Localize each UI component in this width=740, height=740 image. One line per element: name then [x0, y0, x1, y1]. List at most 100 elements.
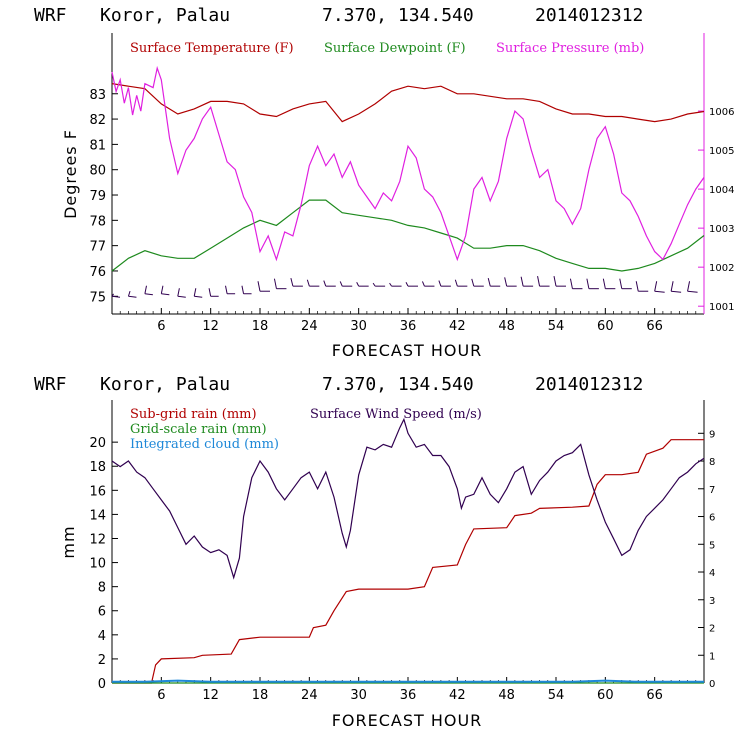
series-line-sub-grid-rain-mm: [112, 439, 704, 684]
wind-barb: [225, 285, 236, 295]
chart2-y2-tick-label: 2: [709, 624, 715, 635]
wind-barb: [111, 293, 121, 298]
wind-barb: [687, 281, 698, 293]
wind-barb: [619, 278, 632, 290]
legend-subgrid-rain: Sub-grid rain (mm): [130, 407, 257, 422]
wind-barb: [306, 279, 320, 287]
chart2-x-tick-label: 24: [301, 688, 318, 703]
chart2-ylabel: mm: [59, 525, 78, 558]
chart-temperature-dewpoint-pressure: 6 12 18 24 30 36 42 48 54 60 66 75 76 77 78 79 80 81 82 83 1…: [89, 33, 734, 334]
chart1-x-tick-label: 54: [548, 319, 565, 334]
chart-rain-cloud-wind: 6 12 18 24 30 36 42 48 54 60 660246810121416182001…: [89, 400, 715, 703]
chart1-x-tick-label: 18: [252, 319, 269, 334]
chart2-y-tick-label: 18: [89, 460, 106, 475]
wind-barb: [654, 281, 665, 293]
chart2-y2-tick-label: 9: [709, 429, 715, 440]
chart1-y-tick-label: 83: [89, 88, 106, 103]
chart2-y2-tick-label: 5: [709, 540, 715, 551]
wind-barb: [372, 282, 386, 287]
wind-barb: [144, 285, 153, 296]
wind-barb: [127, 290, 137, 298]
series-line-surface-wind-speed-m-s: [111, 417, 705, 580]
chart1-x-tick-label: 24: [301, 319, 318, 334]
chart1-y-tick-label: 82: [89, 113, 106, 128]
chart2-y2-tick-label: 3: [709, 596, 715, 607]
wind-barb: [273, 278, 287, 290]
chart2-y-tick-label: 16: [89, 484, 106, 499]
wind-barb: [339, 281, 353, 287]
chart2-x-tick-label: 54: [548, 688, 565, 703]
chart2-x-tick-label: 36: [400, 688, 417, 703]
chart1-x-tick-label: 6: [157, 319, 165, 334]
chart2-y-tick-label: 10: [89, 557, 106, 572]
wind-barb: [487, 278, 501, 287]
chart1-x-tick-label: 36: [400, 319, 417, 334]
chart2-x-tick-label: 48: [498, 688, 515, 703]
wind-barb: [471, 278, 484, 287]
chart1-y2-tick-label: 1002: [709, 263, 734, 274]
chart2-y-tick-label: 6: [98, 605, 106, 620]
wind-barb: [454, 279, 468, 287]
wind-barb: [635, 281, 649, 292]
series-line-surface-dewpoint-f: [111, 199, 705, 272]
header-coords: 7.370, 134.540: [322, 5, 474, 26]
chart2-y-tick-label: 20: [89, 436, 106, 451]
series-line-surface-pressure-mb: [111, 65, 705, 262]
chart2-y2-tick-label: 7: [709, 485, 715, 496]
header2-init: 2014012312: [535, 374, 643, 395]
legend-dewpoint: Surface Dewpoint (F): [324, 41, 466, 56]
chart2-x-tick-label: 66: [646, 688, 663, 703]
chart1-ylabel: Degrees F: [61, 129, 80, 219]
header2-model: WRF: [34, 374, 67, 395]
chart1-y-tick-label: 80: [89, 164, 106, 179]
wind-barb: [356, 282, 369, 287]
chart2-xlabel: FORECAST HOUR: [332, 711, 483, 730]
wind-barb: [323, 280, 336, 287]
wind-barb: [504, 277, 517, 287]
wind-barb: [421, 281, 435, 287]
wind-barb: [553, 276, 566, 287]
chart2-x-tick-label: 12: [202, 688, 219, 703]
header-model: WRF: [34, 5, 67, 26]
chart2-y2-tick-label: 6: [709, 513, 715, 524]
legend-wind-speed: Surface Wind Speed (m/s): [310, 407, 482, 422]
chart2-y2-tick-label: 8: [709, 457, 715, 468]
chart2-y-tick-label: 0: [98, 677, 106, 692]
chart1-xlabel: FORECAST HOUR: [332, 341, 483, 360]
chart2-x-tick-label: 60: [597, 688, 614, 703]
chart1-x-tick-label: 30: [350, 319, 367, 334]
chart2-x-tick-label: 6: [157, 688, 165, 703]
legend-temperature: Surface Temperature (F): [130, 41, 294, 56]
chart1-y2-tick-label: 1006: [709, 107, 734, 118]
chart2-y-tick-label: 4: [98, 629, 106, 644]
wind-barb: [177, 288, 186, 298]
wind-barb: [193, 288, 203, 298]
chart1-y-tick-label: 76: [89, 265, 106, 280]
legend-integrated-cloud: Integrated cloud (mm): [130, 437, 279, 452]
chart1-y-tick-label: 81: [89, 138, 106, 153]
legend-pressure: Surface Pressure (mb): [496, 41, 644, 56]
series-line-integrated-cloud-mm: [112, 679, 704, 683]
chart2-y2-tick-label: 4: [709, 568, 715, 579]
wind-barb: [569, 278, 583, 290]
chart1-y2-tick-label: 1003: [709, 224, 734, 235]
chart1-x-tick-label: 12: [202, 319, 219, 334]
chart1-y-tick-label: 78: [89, 214, 106, 229]
wind-barb: [438, 280, 451, 287]
wind-barb: [208, 288, 219, 297]
wind-barb: [405, 282, 418, 287]
chart1-x-tick-label: 60: [597, 319, 614, 334]
wind-barb: [520, 276, 534, 287]
chart1-y-tick-label: 77: [89, 240, 106, 255]
series-line-surface-temperature-f: [111, 83, 705, 123]
chart1-y-tick-label: 75: [89, 290, 106, 305]
chart1-y2-tick-label: 1001: [709, 302, 734, 313]
header2-coords: 7.370, 134.540: [322, 374, 474, 395]
chart2-y-tick-label: 12: [89, 532, 106, 547]
wind-barb: [537, 276, 550, 287]
chart2-y-tick-label: 14: [89, 508, 106, 523]
chart2-y-tick-label: 2: [98, 653, 106, 668]
wind-barb: [257, 281, 270, 292]
wind-barb: [241, 285, 252, 295]
